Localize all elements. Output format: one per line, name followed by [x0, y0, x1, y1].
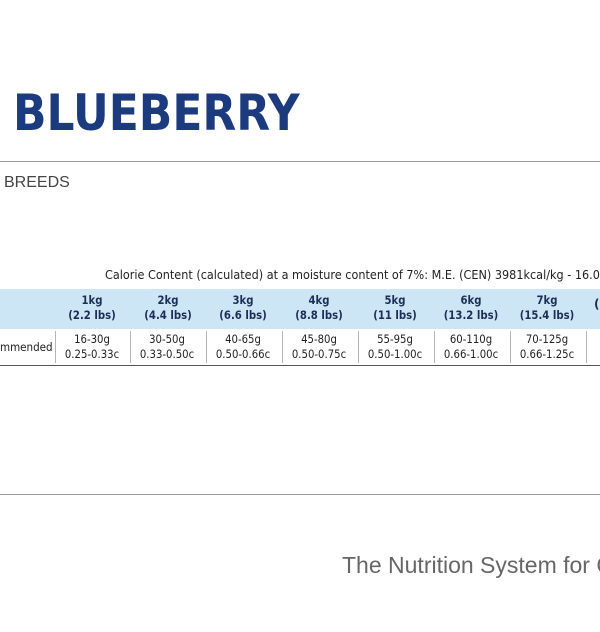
- column-header: 2kg (4.4 lbs): [144, 293, 192, 322]
- table-cell: 16-30g 0.25-0.33c: [64, 332, 120, 361]
- table-row: mmended 16-30g 0.25-0.33c 30-50g 0.33-0.50…: [0, 329, 600, 366]
- column-divider: [130, 331, 131, 363]
- table-cell: 30-50g 0.33-0.50c: [139, 332, 195, 361]
- column-header: 7kg (15.4 lbs): [519, 293, 575, 322]
- column-header: 4kg (8.8 lbs): [295, 293, 343, 322]
- column-divider: [434, 331, 435, 363]
- table-header-row: 1kg (2.2 lbs) 2kg (4.4 lbs) 3kg (6.6 lbs) 4…: [0, 289, 600, 329]
- footer-tagline: The Nutrition System for C: [342, 552, 600, 578]
- header-divider: [0, 161, 600, 162]
- footer-divider: [0, 494, 600, 495]
- table-cell: 60-110g 0.66-1.00c: [443, 332, 499, 361]
- column-divider: [282, 331, 283, 363]
- product-title: BLUEBERRY: [13, 84, 300, 142]
- column-header: 5kg (11 lbs): [373, 293, 417, 322]
- row-label: mmended: [0, 340, 53, 354]
- column-divider: [55, 331, 56, 363]
- truncated-column-edge: (: [594, 297, 600, 311]
- breed-subtitle: BREEDS: [4, 174, 70, 191]
- column-divider: [586, 331, 587, 363]
- table-cell: 40-65g 0.50-0.66c: [215, 332, 271, 361]
- table-cell: 70-125g 0.66-1.25c: [519, 332, 575, 361]
- column-header: 6kg (13.2 lbs): [443, 293, 499, 322]
- column-header: 1kg (2.2 lbs): [68, 293, 116, 322]
- column-divider: [358, 331, 359, 363]
- calorie-content-note: Calorie Content (calculated) at a moistu…: [105, 267, 600, 282]
- column-divider: [206, 331, 207, 363]
- column-divider: [510, 331, 511, 363]
- table-cell: 45-80g 0.50-0.75c: [291, 332, 347, 361]
- column-header: 3kg (6.6 lbs): [219, 293, 267, 322]
- table-cell: 55-95g 0.50-1.00c: [367, 332, 423, 361]
